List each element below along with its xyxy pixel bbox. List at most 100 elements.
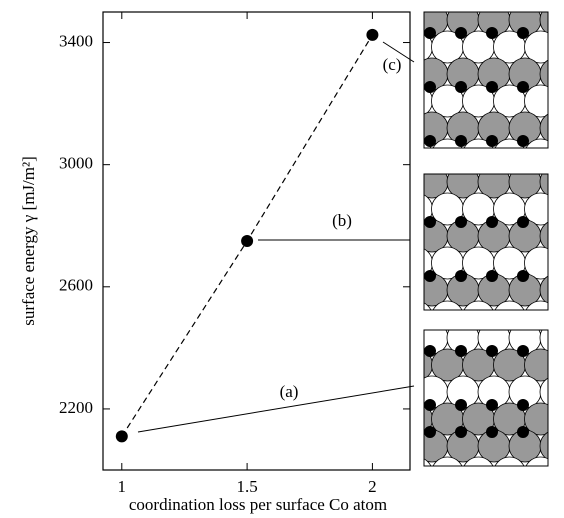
adatom (424, 399, 436, 411)
atom (556, 31, 564, 63)
atom (385, 166, 417, 198)
adatom (424, 135, 436, 147)
atom (494, 138, 525, 148)
annotation: (a) (280, 382, 299, 401)
atom (539, 59, 548, 89)
adatom (548, 270, 560, 282)
adatom (424, 216, 436, 228)
atom (556, 85, 564, 117)
atom (524, 402, 548, 436)
structure-panel (385, 166, 564, 333)
x-tick-label: 1 (118, 477, 127, 496)
adatom (517, 135, 529, 147)
atom (539, 431, 548, 461)
atom (556, 403, 564, 435)
atom (539, 12, 548, 35)
data-point (241, 235, 254, 247)
adatom (517, 81, 529, 93)
adatom (455, 345, 467, 357)
adatom (486, 270, 498, 282)
annotation-line (382, 41, 415, 63)
adatom (486, 27, 498, 39)
adatom (486, 345, 498, 357)
atom (494, 300, 525, 310)
atom (556, 139, 564, 171)
atom (385, 430, 417, 462)
adatom (517, 345, 529, 357)
atom (432, 300, 463, 310)
y-tick-label: 2200 (59, 398, 93, 417)
atom (524, 348, 548, 382)
atom (556, 193, 564, 225)
atom (524, 84, 548, 118)
panel-frame (423, 11, 549, 149)
panel-frame (423, 329, 549, 467)
data-point (366, 28, 379, 41)
adatom (548, 399, 560, 411)
atom (539, 174, 548, 197)
y-tick-label: 3000 (59, 154, 93, 173)
atom (539, 221, 548, 251)
atom (525, 300, 548, 310)
data-point (115, 430, 128, 443)
adatom (486, 216, 498, 228)
atom (556, 247, 564, 279)
atom (556, 457, 564, 489)
atom (524, 192, 548, 226)
adatom (517, 270, 529, 282)
adatom (424, 27, 436, 39)
adatom (455, 270, 467, 282)
x-axis-label: coordination loss per surface Co atom (129, 495, 387, 514)
atom (385, 4, 417, 36)
plot-frame (102, 11, 411, 471)
adatom (548, 426, 560, 438)
adatom (455, 426, 467, 438)
adatom (517, 426, 529, 438)
structure-panels (385, 4, 564, 489)
adatom (455, 399, 467, 411)
atom (525, 456, 548, 466)
adatom (486, 81, 498, 93)
atom (385, 112, 417, 144)
adatom (548, 345, 560, 357)
adatom (424, 270, 436, 282)
adatom (486, 399, 498, 411)
adatom (424, 345, 436, 357)
atom (463, 300, 494, 310)
atom (525, 138, 548, 148)
atom (494, 456, 525, 466)
adatom (455, 27, 467, 39)
structure-panel (385, 4, 564, 171)
adatom (517, 399, 529, 411)
adatom (455, 216, 467, 228)
atom (424, 302, 432, 310)
panel-frame (423, 173, 549, 311)
adatom (517, 27, 529, 39)
adatom (548, 81, 560, 93)
atom (432, 456, 463, 466)
adatom (548, 135, 560, 147)
atom (556, 349, 564, 381)
x-tick-label: 2 (368, 477, 377, 496)
adatom (455, 135, 467, 147)
atom (539, 377, 548, 407)
atom (524, 30, 548, 64)
atom (539, 275, 548, 305)
annotation-line (137, 385, 415, 433)
structure-panel (385, 330, 564, 489)
atom (556, 301, 564, 333)
y-tick-label: 3400 (59, 31, 93, 50)
atom (432, 138, 463, 148)
atom (424, 458, 432, 466)
atom (524, 246, 548, 280)
adatom (455, 81, 467, 93)
atom (539, 330, 548, 353)
y-tick-label: 2600 (59, 276, 93, 295)
annotation: (c) (383, 55, 402, 74)
atom (385, 220, 417, 252)
adatom (548, 216, 560, 228)
adatom (424, 426, 436, 438)
adatom (517, 216, 529, 228)
